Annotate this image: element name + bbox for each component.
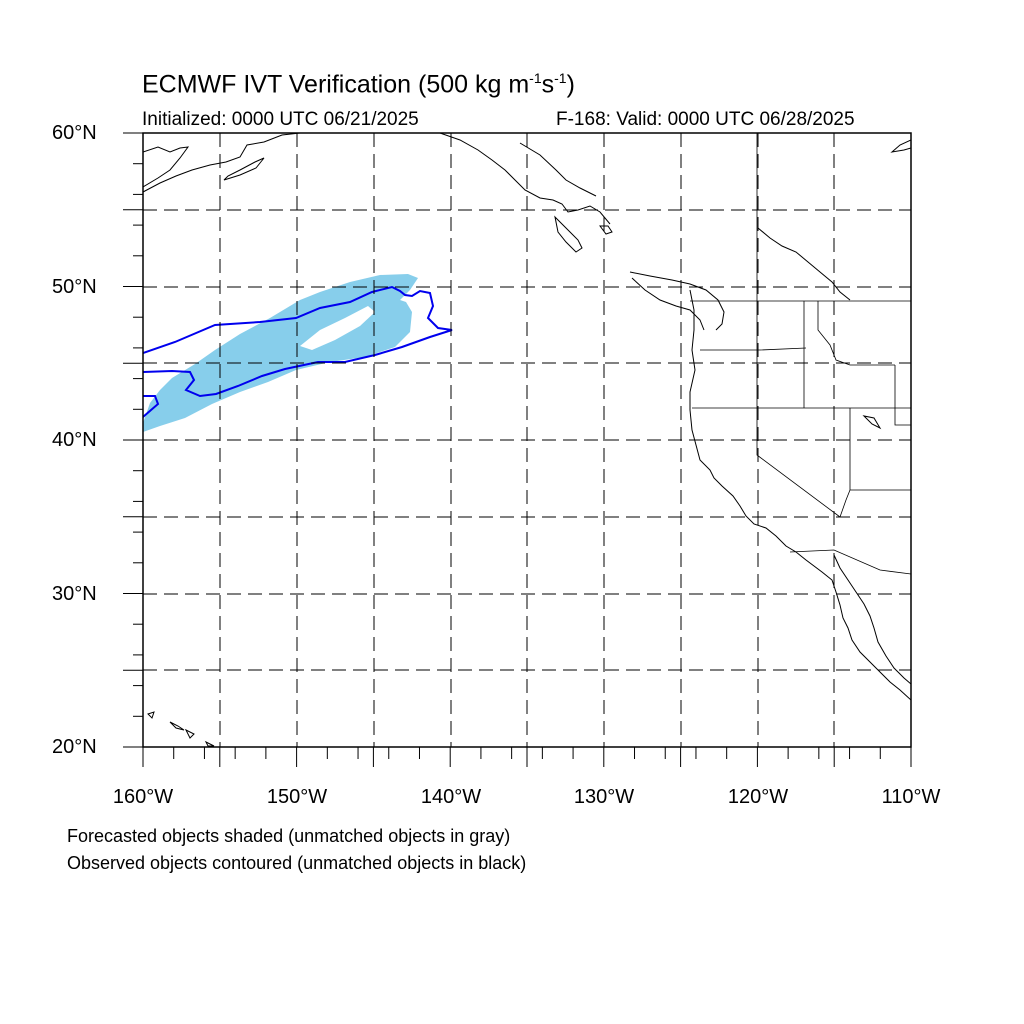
graticule: [143, 133, 911, 747]
legend-note-forecast: Forecasted objects shaded (unmatched obj…: [67, 826, 511, 846]
legend-note-observed: Observed objects contoured (unmatched ob…: [67, 853, 527, 873]
init-time-label: Initialized: 0000 UTC 06/21/2025: [142, 109, 419, 130]
coastlines: [143, 133, 911, 747]
observed-contour-north: [143, 285, 453, 398]
observed-contour-west: [143, 395, 160, 418]
lat-label-40: 40°N: [52, 429, 97, 451]
lat-label-20: 20°N: [52, 736, 97, 758]
forecast-object-hole: [300, 306, 375, 350]
lon-label-160w: 160°W: [112, 786, 174, 808]
map-title: ECMWF IVT Verification (500 kg m-1s-1): [142, 70, 575, 99]
lon-label-150w: 150°W: [266, 786, 328, 808]
lon-label-130w: 130°W: [573, 786, 635, 808]
forecast-object: [143, 274, 418, 432]
lat-label-50: 50°N: [52, 276, 97, 298]
lon-label-140w: 140°W: [420, 786, 482, 808]
lon-label-120w: 120°W: [727, 786, 789, 808]
lat-label-60: 60°N: [52, 122, 97, 144]
lat-label-30: 30°N: [52, 583, 97, 605]
lon-label-110w: 110°W: [881, 786, 941, 808]
axis-ticks: [123, 132, 912, 767]
political-borders: [690, 133, 911, 575]
valid-time-label: F-168: Valid: 0000 UTC 06/28/2025: [556, 109, 855, 130]
